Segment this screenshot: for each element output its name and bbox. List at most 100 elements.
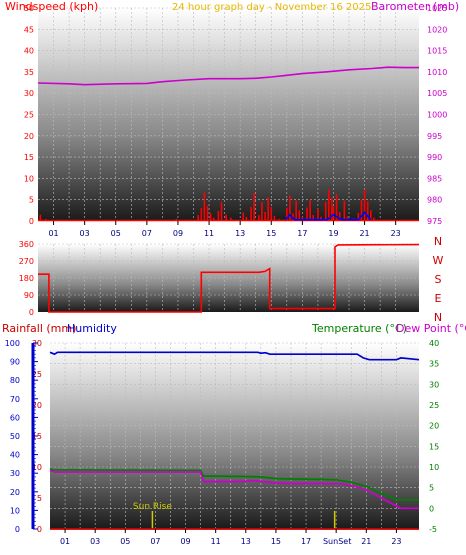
y-tick-label-left: 180 [19, 274, 34, 283]
y-tick-label-left: 50 [24, 4, 34, 13]
y-tick-label-right: 1000 [427, 111, 447, 120]
y-tick-label-right: 15 [429, 442, 439, 451]
y-tick-label-right: -5 [429, 525, 437, 534]
x-tick-label: 03 [90, 537, 100, 546]
y-tick-label-right: 985 [427, 174, 442, 183]
x-axis-ticks: 01 03 05 07 09 11 13 15 17 19 21 23 [48, 221, 401, 238]
x-tick-label: 05 [111, 229, 121, 238]
x-tick-label: 05 [120, 537, 130, 546]
sunset-label: SunSet [323, 537, 351, 546]
x-tick-label: 09 [180, 537, 190, 546]
y-tick-label-right: 20 [429, 422, 439, 431]
x-tick-label: 07 [142, 229, 152, 238]
x-tick-label: 13 [235, 229, 245, 238]
compass-label: E [435, 292, 442, 305]
x-tick-label: 07 [150, 537, 160, 546]
x-tick-label: 09 [173, 229, 183, 238]
y-axis-temperature-ticks: -5 0 5 10 15 20 25 30 35 40 [429, 339, 439, 534]
sun-annotations: Sun Rise [133, 502, 336, 529]
y-tick-label-left: 0 [29, 217, 34, 226]
x-tick-label: 01 [60, 537, 70, 546]
y-tick-label-left: 0 [29, 308, 34, 317]
y-tick-label-humidity: 0 [15, 525, 20, 534]
x-axis-ticks: 01 03 05 07 09 11 13 15 17 SunSet 21 23 [60, 529, 402, 546]
compass-label: N [434, 311, 442, 324]
x-tick-label: 15 [271, 537, 281, 546]
compass-label: S [435, 273, 442, 286]
series-layer [49, 351, 420, 530]
x-tick-label: 21 [361, 537, 371, 546]
y-axis-rainfall-title: Rainfall (mm) [2, 322, 76, 335]
x-tick-label: 23 [391, 229, 401, 238]
gridlines [38, 243, 419, 312]
x-tick-label: 11 [204, 229, 214, 238]
y-tick-label-left: 20 [24, 132, 34, 141]
y-tick-label-left: 10 [24, 174, 34, 183]
barometer-line [37, 66, 419, 86]
y-axis-dewpoint-title: Dew Point (°C) [396, 322, 466, 335]
y-tick-label-humidity: 60 [10, 413, 20, 422]
y-tick-label-right: 1020 [427, 25, 447, 34]
y-tick-label-humidity: 90 [10, 358, 20, 367]
y-tick-label-right: 980 [427, 196, 442, 205]
y-tick-label-humidity: 70 [10, 395, 20, 404]
gridlines [50, 342, 419, 530]
temperature-line [49, 467, 420, 501]
y-tick-label-left: 5 [29, 196, 34, 205]
x-tick-label: 17 [301, 537, 311, 546]
y-tick-label-rainfall: 10 [32, 463, 42, 472]
y-tick-label-right: 990 [427, 153, 442, 162]
y-tick-label-right: 1005 [427, 89, 447, 98]
wind-direction-line [38, 243, 420, 313]
chart-title: 24 hour graph day - November 16 2025 [172, 2, 371, 13]
y-tick-label-humidity: 10 [10, 506, 20, 515]
y-tick-label-humidity: 20 [10, 488, 20, 497]
y-tick-label-left: 35 [24, 68, 34, 77]
x-tick-label: 15 [266, 229, 276, 238]
x-tick-label: 21 [359, 229, 369, 238]
y-tick-label-humidity: 100 [5, 339, 20, 348]
y-tick-label-left: 25 [24, 111, 34, 120]
x-tick-label: 19 [328, 229, 338, 238]
y-tick-label-right: 25 [429, 401, 439, 410]
compass-label: N [434, 235, 442, 248]
y-tick-label-left: 360 [19, 240, 34, 249]
y-tick-label-left: 270 [19, 257, 34, 266]
y-tick-label-left: 30 [24, 89, 34, 98]
y-tick-label-right: 1025 [427, 4, 447, 13]
y-tick-label-right: 995 [427, 132, 442, 141]
series-layer [38, 243, 420, 313]
y-tick-label-humidity: 80 [10, 376, 20, 385]
x-tick-label: 01 [48, 229, 58, 238]
series-layer [37, 66, 419, 222]
y-axis-left-ticks: 0 5 10 15 20 25 30 35 40 45 50 [24, 4, 34, 226]
y-tick-label-humidity: 40 [10, 451, 20, 460]
x-tick-label: 13 [241, 537, 251, 546]
y-axis-left-title: Windspeed (kph) [5, 0, 98, 13]
y-tick-label-humidity: 50 [10, 432, 20, 441]
y-tick-label-right: 0 [429, 504, 434, 513]
x-tick-label: 03 [80, 229, 90, 238]
y-axis-left-ticks: 0 90 180 270 360 [19, 240, 34, 317]
y-tick-label-humidity: 30 [10, 469, 20, 478]
y-tick-label-right: 30 [429, 380, 439, 389]
y-tick-label-right: 10 [429, 463, 439, 472]
y-tick-label-right: 975 [427, 217, 442, 226]
y-tick-label-rainfall: 0 [37, 525, 42, 534]
dew-point-line [49, 469, 419, 510]
sunrise-label: Sun Rise [133, 502, 172, 512]
gridlines [38, 7, 419, 221]
y-tick-label-right: 40 [429, 339, 439, 348]
y-tick-label-rainfall: 25 [32, 370, 42, 379]
compass-label: W [433, 254, 444, 267]
y-axis-right-title: Barometer (mb) [371, 0, 459, 13]
x-tick-label: 23 [391, 537, 401, 546]
plot-area-background [50, 343, 419, 529]
y-tick-label-left: 40 [24, 47, 34, 56]
